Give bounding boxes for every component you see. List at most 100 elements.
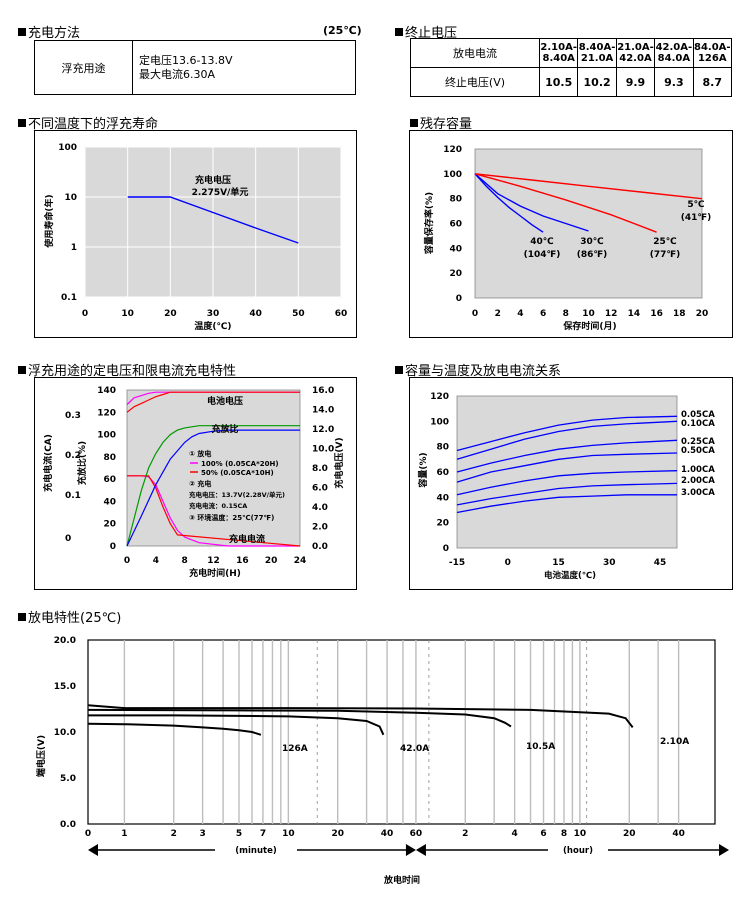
y-tick-label: 10 (64, 193, 77, 203)
y-right-tick-label: 4.0 (312, 503, 328, 513)
y-tick-label: 120 (443, 145, 462, 155)
x-tick-label: -15 (449, 558, 465, 568)
legend-entry: 充电电压：13.7V(2.28V/单元) (189, 490, 285, 499)
x-axis-label: 放电时间 (383, 874, 420, 886)
charging-method-temp-note: (25℃) (323, 24, 362, 37)
life-curve (127, 196, 299, 244)
discharge-curve (87, 704, 634, 729)
x-tick-label: 8 (182, 556, 188, 566)
capacity-temp-curve (456, 420, 678, 460)
square-bullet-icon (18, 28, 26, 36)
series-label: 0.50CA (681, 446, 715, 456)
curve-label: (86℉) (577, 250, 608, 260)
x-tick-label: 24 (294, 556, 307, 566)
square-bullet-icon (410, 119, 418, 127)
charge-curve (126, 425, 300, 547)
float-life-panel: 0 10 20 30 40 50 60 0.1 1 10 100 充电电压 2.275V/单元 温度(℃)… (34, 130, 357, 338)
charging-method-values: 定电压13.6-13.8V 最大电流6.30A (132, 40, 356, 95)
series-label: 2.10A (660, 737, 689, 747)
ca-tick-label: 0.1 (65, 491, 81, 501)
x-tick-label: 20 (265, 556, 278, 566)
capacity-curve (474, 173, 657, 233)
charge-curve (126, 391, 300, 413)
curve-label: (77℉) (650, 250, 681, 260)
end-voltage-cell: 10.2 (577, 67, 617, 97)
x-tick-label: 12 (605, 309, 618, 319)
x-tick-label: 14 (628, 309, 641, 319)
x-tick-label: 8 (563, 309, 569, 319)
arrow-right-icon (405, 844, 416, 856)
voltage-curve-label: 电池电压 (207, 395, 243, 407)
x-tick-label: 60 (410, 829, 423, 839)
x-tick-label: 6 (540, 309, 546, 319)
y-axis-label-current: 充电电流(CA) (42, 434, 54, 492)
x-axis-label: 保存时间(月) (562, 320, 616, 332)
legend-entry: 100% (0.05CA*20H) (201, 460, 279, 468)
residual-capacity-title: 残存容量 (410, 113, 472, 132)
square-bullet-icon (18, 119, 26, 127)
curve-label: (41℉) (681, 213, 712, 223)
y-right-tick-label: 14.0 (312, 406, 334, 416)
series-label: 0.05CA (681, 410, 715, 420)
end-voltage-cell: 10.5 (538, 67, 579, 97)
y-tick-label: 40 (449, 244, 462, 254)
end-voltage-label: 终止电压(V) (410, 67, 540, 97)
hour-unit-label: (hour) (563, 846, 593, 856)
x-tick-label: 16 (236, 556, 249, 566)
series-label: 0.25CA (681, 437, 715, 447)
legend-entry: ③ 环境温度：25℃(77℉) (189, 513, 274, 522)
legend-entry: 充电电流：0.15CA (189, 501, 247, 510)
y-tick-label: 120 (430, 392, 449, 402)
y-tick-label: 80 (103, 453, 116, 463)
y-tick-label: 0 (456, 294, 462, 304)
ca-tick-label: 0.2 (65, 451, 81, 461)
x-tick-label: 30 (603, 558, 616, 568)
y-tick-label: 20 (449, 269, 462, 279)
legend-entry: 50% (0.05CA*10H) (201, 469, 274, 477)
capacity-curve (474, 173, 703, 200)
y-tick-label: 60 (436, 468, 449, 478)
y-tick-label: 20 (436, 519, 449, 529)
x-axis-label: 温度(℃) (194, 320, 231, 332)
y-tick-label: 5.0 (60, 774, 76, 784)
curve-label: 5℃ (687, 200, 704, 210)
y-right-tick-label: 6.0 (312, 484, 328, 494)
y-tick-label: 80 (436, 443, 449, 453)
y-right-tick-label: 8.0 (312, 464, 328, 474)
curve-label: (104℉) (524, 250, 561, 260)
discharge-chart: 0.0 5.0 10.0 15.0 20.0 0 1 2 3 5 7 10 20 40 60 2 4 6 8 10 20… (35, 636, 729, 886)
y-axis-label-ratio: 充放比(%) (76, 441, 88, 485)
x-axis-label: 充电时间(H) (189, 567, 241, 579)
x-tick-label: 6 (540, 829, 546, 839)
discharge-curve (88, 714, 385, 736)
y-tick-label: 40 (103, 497, 116, 507)
x-tick-label: 15 (552, 558, 565, 568)
annotation-label: 充电电压 (195, 174, 231, 186)
y-tick-label: 20 (103, 520, 116, 530)
current-curve-label: 充电电流 (229, 533, 265, 545)
legend-entry: ② 充电 (189, 479, 211, 488)
series-label: 42.0A (400, 744, 429, 754)
x-tick-label: 40 (672, 829, 685, 839)
x-axis-label: 电池温度(℃) (544, 570, 596, 581)
capacity-temperature-title: 容量与温度及放电电流关系 (395, 360, 561, 379)
x-tick-label: 20 (164, 309, 177, 319)
y-tick-label: 1 (71, 243, 77, 253)
x-tick-label: 0 (82, 309, 88, 319)
y-right-tick-label: 16.0 (312, 386, 334, 396)
x-tick-label: 30 (207, 309, 220, 319)
ratio-curve-label: 充放比 (211, 423, 238, 435)
arrow-left-icon (415, 844, 426, 856)
x-tick-label: 0 (85, 829, 91, 839)
end-voltage-cell: 8.7 (692, 67, 733, 97)
series-label: 10.5A (526, 742, 555, 752)
x-tick-label: 20 (696, 309, 709, 319)
charge-curve (127, 475, 301, 547)
x-tick-label: 4 (512, 829, 518, 839)
series-label: 3.00CA (681, 488, 715, 498)
discharge-panel: 0.0 5.0 10.0 15.0 20.0 0 1 2 3 5 7 10 20 40 60 2 4 6 8 10 20… (30, 628, 740, 890)
series-label: 126A (282, 744, 308, 754)
float-charge-chart: 0 4 8 12 16 20 24 0 20 40 60 80 100 120 140 0.0 2.0 4.0 6.… (42, 386, 345, 579)
float-charge-panel: 0 4 8 12 16 20 24 0 20 40 60 80 100 120 140 0.0 2.0 4.0 6.… (34, 377, 357, 590)
y-tick-label: 0 (443, 544, 449, 554)
